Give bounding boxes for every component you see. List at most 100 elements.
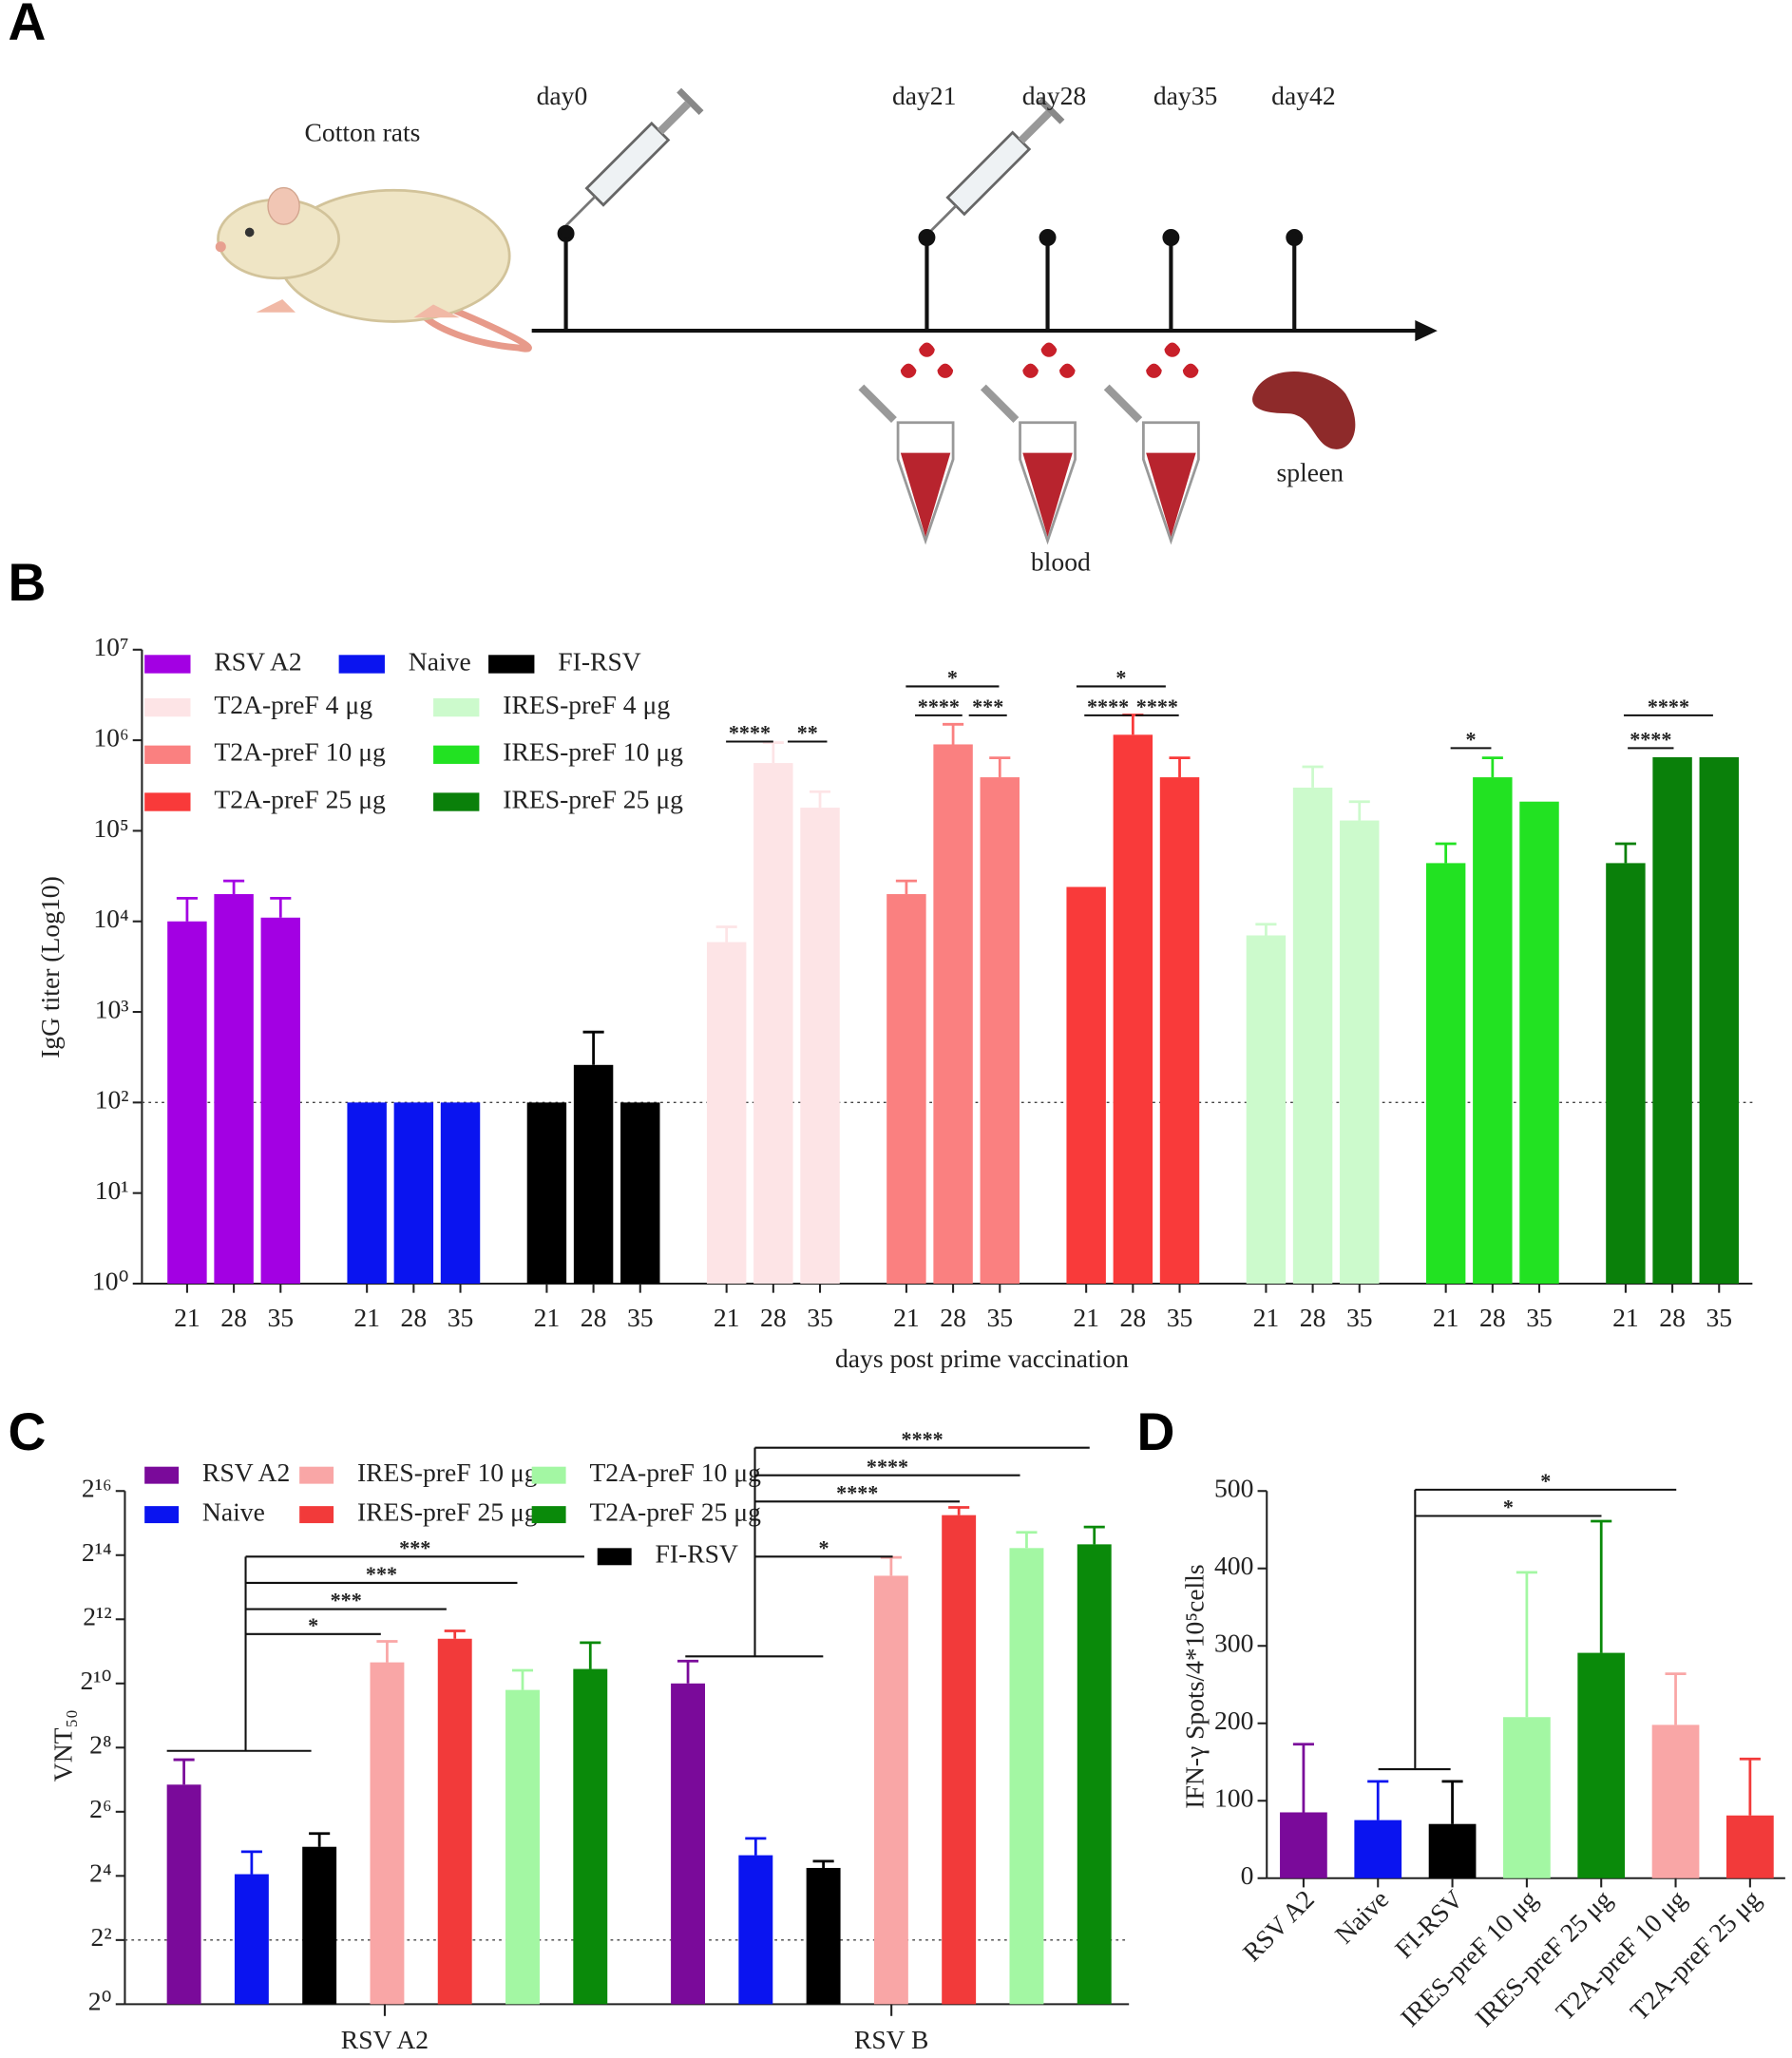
error-bar [812, 1859, 834, 1868]
y-tick-label: 0 [1241, 1860, 1254, 1890]
x-tick-label: 21 [893, 1303, 920, 1332]
x-tick-label: 21 [174, 1303, 200, 1332]
x-tick-label: 28 [760, 1303, 787, 1332]
error-bar [895, 879, 917, 895]
legend-swatch [338, 655, 385, 674]
legend-label: Naive [409, 646, 471, 676]
bar [573, 1064, 614, 1284]
timepoint: day21 [892, 81, 956, 110]
error-bar [715, 925, 737, 943]
significance-label: * [1115, 666, 1126, 690]
y-tick-label: 2⁸ [89, 1730, 111, 1760]
bar [167, 921, 207, 1284]
x-tick-label: 21 [534, 1303, 561, 1332]
legend-swatch [144, 1466, 180, 1484]
bar [505, 1689, 540, 2005]
panel-label: C [8, 1402, 46, 1461]
legend-label: T2A-preF 25 μg [589, 1496, 761, 1526]
sample-label: blood [1031, 546, 1091, 576]
bar [1606, 863, 1646, 1284]
significance-label: ** [797, 721, 818, 745]
legend-swatch [144, 697, 191, 717]
x-tick-label: T2A-preF 10 μg [1550, 1884, 1692, 2027]
blood-tubes [858, 342, 1200, 545]
error-bar [1302, 765, 1324, 788]
error-bar [580, 1641, 601, 1669]
bar [1077, 1544, 1112, 2005]
error-bar [1516, 1571, 1537, 1718]
error-bar [240, 1850, 262, 1875]
x-tick-label: 21 [353, 1303, 380, 1332]
x-tick-label: 28 [220, 1303, 247, 1332]
y-axis-label: VNT₅₀ [48, 1709, 78, 1782]
x-tick-label: 35 [1167, 1303, 1193, 1332]
error-bar [1292, 1743, 1314, 1813]
error-bar [309, 1832, 331, 1847]
bar [1428, 1823, 1477, 1878]
error-bar [176, 897, 198, 922]
sample-label: spleen [1277, 457, 1344, 486]
significance-label: * [1503, 1496, 1514, 1519]
bar [1113, 734, 1153, 1284]
x-tick-label: 28 [1479, 1303, 1506, 1332]
significance-label: * [1466, 728, 1477, 752]
x-tick-label: 35 [1526, 1303, 1553, 1332]
legend-swatch [531, 1466, 566, 1484]
significance-label: *** [972, 695, 1003, 718]
error-bar [880, 1555, 902, 1576]
y-tick-label: 10² [95, 1085, 129, 1115]
significance-label: *** [399, 1535, 430, 1559]
error-bar [582, 1030, 604, 1065]
syringe [922, 97, 1065, 239]
error-bar [444, 1629, 466, 1639]
significance-label: **** [918, 695, 960, 718]
bar [980, 777, 1020, 1284]
x-tick-label: 21 [1612, 1303, 1639, 1332]
legend-label: IRES-preF 10 μg [503, 737, 683, 767]
legend-label: IRES-preF 25 μg [357, 1496, 538, 1526]
bar [166, 1784, 201, 2005]
legend-label: FI-RSV [656, 1539, 739, 1569]
x-tick-label: 21 [1073, 1303, 1099, 1332]
error-bar [1367, 1780, 1389, 1820]
y-tick-label: 2¹² [83, 1602, 111, 1631]
error-bar [173, 1758, 195, 1785]
bar [1425, 863, 1466, 1284]
bar [1651, 1725, 1700, 1878]
legend-swatch [433, 792, 480, 811]
bar [620, 1102, 660, 1284]
significance-label: * [1540, 1469, 1551, 1493]
y-axis-label: IgG titer (Log10) [35, 876, 65, 1058]
error-bar [762, 741, 784, 764]
legend-label: IRES-preF 4 μg [503, 690, 670, 719]
legend-swatch [433, 745, 480, 764]
significance-label: **** [902, 1427, 944, 1451]
legend-swatch [144, 655, 191, 674]
x-tick-label: 28 [1300, 1303, 1326, 1332]
legend-label: T2A-preF 25 μg [214, 784, 386, 813]
x-tick-label: 21 [1253, 1303, 1280, 1332]
x-tick-label: 35 [1706, 1303, 1732, 1332]
animal-label: Cotton rats [305, 118, 421, 147]
x-tick-label: RSV B [854, 2025, 929, 2054]
significance-label: * [947, 666, 958, 690]
x-tick-label: 35 [1346, 1303, 1373, 1332]
error-bar [943, 722, 964, 745]
x-axis-label: days post prime vaccination [835, 1343, 1129, 1373]
x-tick-label: Naive [1329, 1884, 1395, 1950]
y-tick-label: 2⁶ [89, 1794, 111, 1823]
bar [1354, 1820, 1402, 1878]
legend-swatch [488, 655, 535, 674]
x-tick-label: 35 [267, 1303, 294, 1332]
bar [1503, 1717, 1551, 1878]
bar [1473, 777, 1513, 1284]
y-tick-label: 500 [1214, 1474, 1253, 1503]
bar [706, 942, 747, 1284]
legend-label: IRES-preF 10 μg [357, 1458, 538, 1487]
error-bar [270, 897, 292, 918]
legend-swatch [299, 1466, 334, 1484]
bar [526, 1102, 567, 1284]
legend-label: RSV A2 [214, 646, 301, 676]
bar [234, 1874, 269, 2005]
